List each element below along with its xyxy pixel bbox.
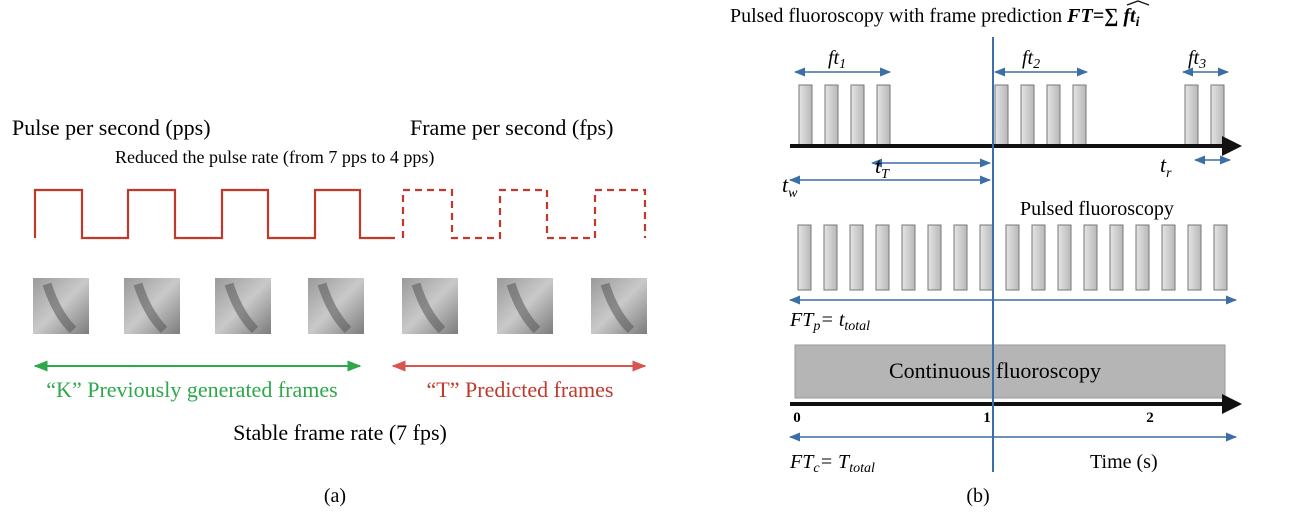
pulse-bar — [850, 225, 863, 290]
ftc-base: FT — [789, 451, 815, 473]
frame-thumbnails — [33, 278, 647, 334]
tr-label: tr — [1160, 152, 1172, 181]
ft1-sub: 1 — [839, 57, 846, 72]
caption: (b) — [966, 485, 989, 507]
pulse-bar — [1185, 85, 1198, 145]
ft2-sub: 2 — [1033, 57, 1040, 72]
frame-thumbnail — [308, 278, 364, 334]
ft3-sub: 3 — [1198, 57, 1206, 72]
pulse-bar — [1211, 85, 1224, 145]
continuous-label: Continuous fluoroscopy — [889, 358, 1101, 383]
tT-sub: T — [881, 167, 890, 182]
frame-thumbnail — [497, 278, 553, 334]
ft2-base: ft — [1022, 47, 1034, 69]
pulse-bar — [1162, 225, 1175, 290]
pulse-bar — [877, 85, 890, 145]
formula-lhs: FT — [1066, 5, 1093, 27]
ftc-rhs-sub: total — [849, 461, 875, 476]
ft2-label: ft2 — [1022, 47, 1040, 72]
pulse-bar — [902, 225, 915, 290]
subtitle: Reduced the pulse rate (from 7 pps to 4 … — [115, 147, 434, 168]
pulse-row — [798, 225, 1227, 290]
pulse-bar — [876, 225, 889, 290]
tick-label: 2 — [1146, 410, 1154, 426]
predicted-wave — [403, 190, 645, 238]
ftp-rhs-sub: total — [844, 319, 870, 334]
ft1-base: ft — [828, 47, 840, 69]
title: Pulsed fluoroscopy with frame prediction… — [730, 5, 1140, 30]
tw-label: tw — [782, 172, 798, 201]
pulse-bar — [798, 225, 811, 290]
previous-label: “K” Previously generated frames — [46, 377, 337, 402]
caption: (a) — [324, 485, 346, 507]
tT-label: tT — [875, 153, 890, 182]
ftp-sub: p — [812, 319, 820, 334]
frame-thumbnail — [591, 278, 647, 334]
pulse-bar — [1136, 225, 1149, 290]
ftp-base: FT — [789, 309, 815, 331]
tw-sub: w — [788, 186, 798, 201]
tick-label: 0 — [793, 410, 801, 426]
ftc-rhs: = T — [820, 451, 851, 473]
pulse-bar — [1084, 225, 1097, 290]
frame-thumbnail — [124, 278, 180, 334]
time-label: Time (s) — [1090, 451, 1158, 473]
stable-label: Stable frame rate (7 fps) — [233, 420, 447, 445]
formula-sub: i — [1136, 15, 1140, 30]
ft3-label: ft3 — [1188, 47, 1206, 72]
pulse-bar — [851, 85, 864, 145]
pulse-bar — [1006, 225, 1019, 290]
frame-thumbnail — [33, 278, 89, 334]
pulse-bar — [954, 225, 967, 290]
pulse-bar — [1214, 225, 1227, 290]
frame-thumbnail — [402, 278, 458, 334]
pulse-bar — [1073, 85, 1086, 145]
pulse-wave — [35, 190, 395, 238]
pulse-bar — [995, 85, 1008, 145]
ft1-label: ft1 — [828, 47, 846, 72]
hat — [1127, 1, 1149, 5]
title-text: Pulsed fluoroscopy with frame prediction — [730, 5, 1062, 27]
ft3-base: ft — [1188, 47, 1200, 69]
pulse-bar — [799, 85, 812, 145]
frame-thumbnail — [215, 278, 271, 334]
pulse-bar — [980, 225, 993, 290]
panel-a: Pulse per second (pps) Frame per second … — [12, 115, 647, 507]
pulse-bar — [1188, 225, 1201, 290]
pulse-bar — [825, 85, 838, 145]
ftp-label: FTp= ttotal — [789, 309, 870, 334]
tick-label: 1 — [983, 410, 991, 426]
fps-label: Frame per second (fps) — [410, 115, 613, 140]
ftp-rhs: = t — [820, 309, 844, 331]
pulse-bar — [1110, 225, 1123, 290]
pulse-bar — [1021, 85, 1034, 145]
figure: Pulse per second (pps) Frame per second … — [0, 0, 1300, 515]
pps-label: Pulse per second (pps) — [12, 115, 211, 140]
pulse-bar — [1032, 225, 1045, 290]
ftc-label: FTc= Ttotal — [789, 451, 875, 476]
pulse-bar — [1047, 85, 1060, 145]
panel-b: Pulsed fluoroscopy with frame prediction… — [730, 1, 1238, 507]
pulse-bar — [1058, 225, 1071, 290]
formula-rhs: =∑ ft — [1093, 5, 1137, 27]
predicted-label: “T” Predicted frames — [427, 377, 614, 402]
pulse-bar — [824, 225, 837, 290]
pulse-row — [799, 85, 1224, 145]
tr-sub: r — [1166, 166, 1172, 181]
pulse-bar — [928, 225, 941, 290]
pulsed-label: Pulsed fluoroscopy — [1020, 198, 1174, 220]
